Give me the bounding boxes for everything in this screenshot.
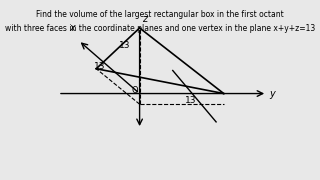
Text: 13: 13: [118, 41, 130, 50]
Text: with three faces in the coordinate planes and one vertex in the plane x+y+z=13: with three faces in the coordinate plane…: [5, 24, 315, 33]
Text: Find the volume of the largest rectangular box in the first octant: Find the volume of the largest rectangul…: [36, 10, 284, 19]
Text: 13: 13: [94, 62, 106, 71]
Text: O: O: [132, 86, 138, 94]
Text: y: y: [270, 89, 276, 98]
Text: x: x: [69, 23, 75, 33]
Text: 13: 13: [185, 96, 196, 105]
Text: z: z: [142, 14, 147, 24]
